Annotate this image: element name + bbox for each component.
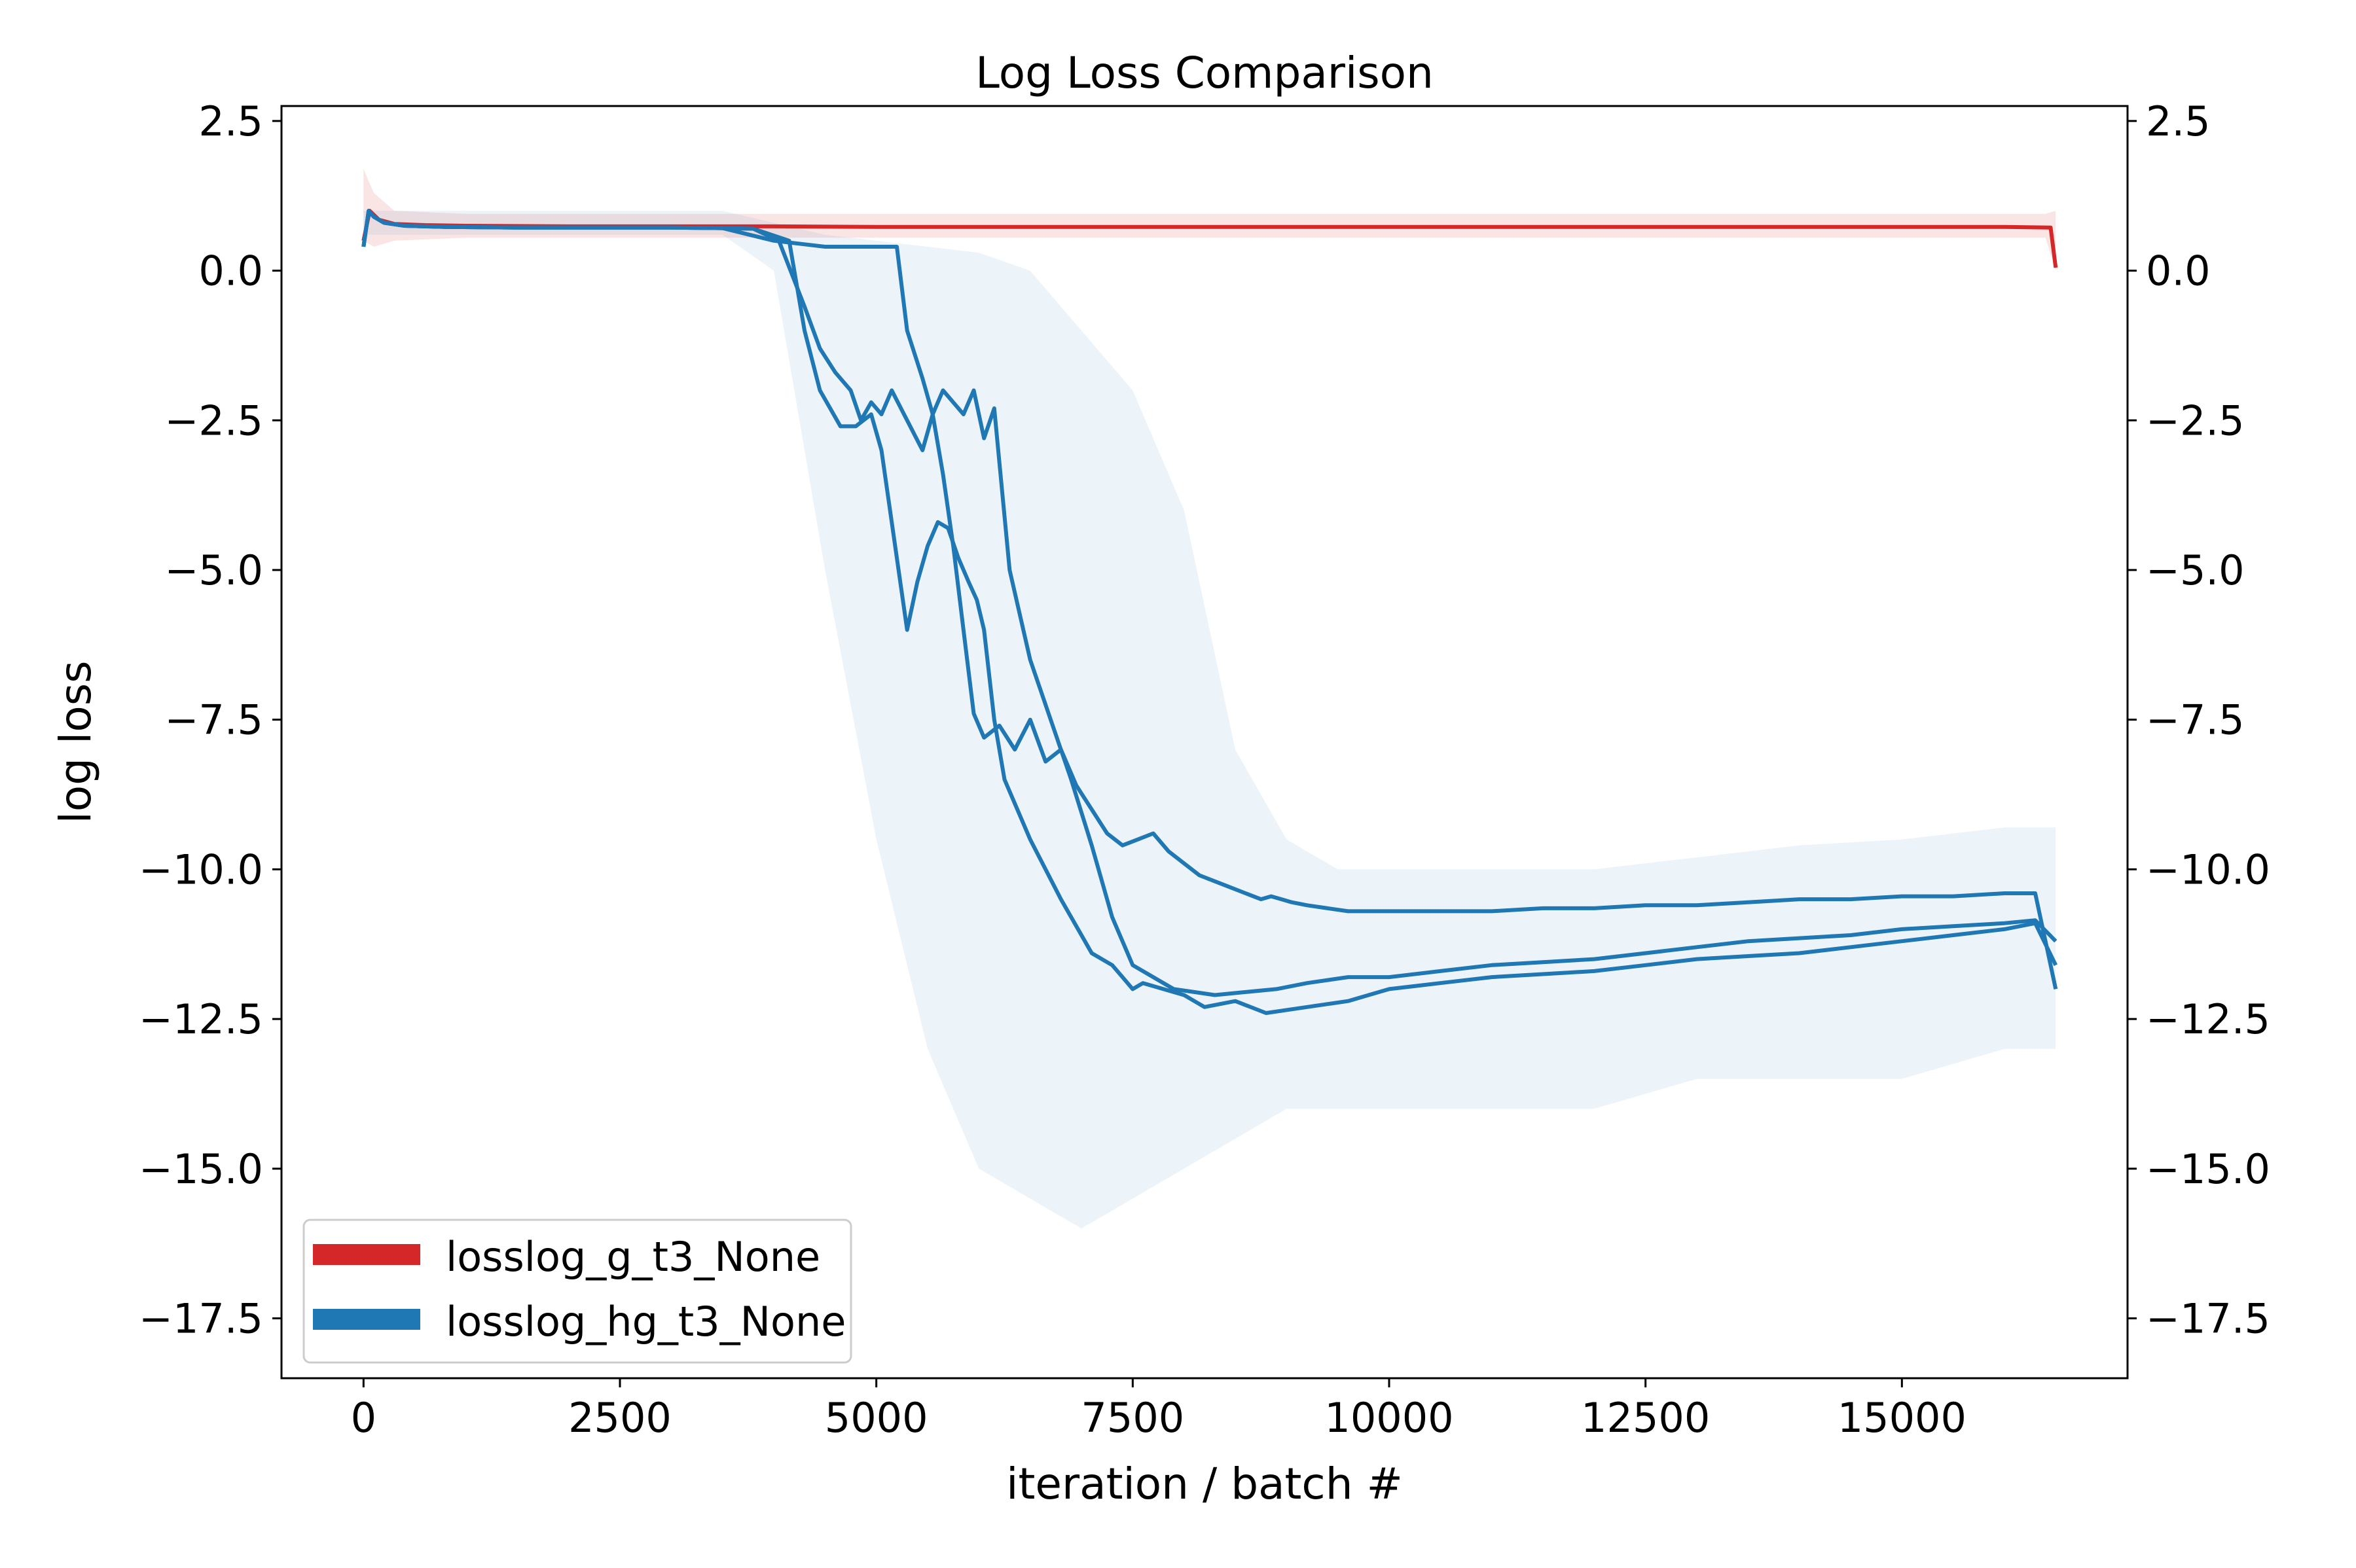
legend: losslog_g_t3_None losslog_hg_t3_None [302,1219,852,1364]
x-tick-label: 0 [351,1394,376,1442]
x-tick-label: 12500 [1581,1394,1710,1442]
y-tick-label-left: −5.0 [164,546,263,594]
y-tick-label-left: −10.0 [139,846,263,893]
uncertainty-bands [363,169,2056,1229]
y-tick-label-right: −2.5 [2146,397,2245,444]
y-tick-label-left: −2.5 [164,397,263,444]
x-tick-label: 10000 [1324,1394,1453,1442]
y-axis-label: log loss [50,660,101,823]
x-tick-label: 7500 [1081,1394,1184,1442]
y-tick-label-right: −10.0 [2146,846,2270,893]
y-axis-left: 2.5 0.0 −2.5 −5.0 −7.5 −10.0 −12.5 −15.0 −17.5 [139,98,281,1343]
y-tick-label-right: −7.5 [2146,696,2245,744]
y-tick-label-left: −15.0 [139,1145,263,1193]
x-tick-label: 15000 [1838,1394,1966,1442]
y-tick-label-right: −17.5 [2146,1295,2270,1343]
legend-label-g: losslog_g_t3_None [446,1233,820,1281]
series-band-2 [363,211,2056,1229]
series-2-run-2-line [361,209,2057,1015]
series-band-1 [363,169,2056,271]
x-axis-label: iteration / batch # [1006,1459,1403,1509]
y-tick-label-right: 0.0 [2146,247,2211,295]
x-tick-label: 5000 [825,1394,928,1442]
x-tick-label: 2500 [568,1394,672,1442]
y-tick-label-left: 2.5 [198,98,263,145]
y-tick-label-right: −12.5 [2146,995,2270,1043]
y-tick-label-left: 0.0 [198,247,263,295]
y-tick-label-right: −5.0 [2146,546,2245,594]
x-axis: 0 2500 5000 7500 10000 12500 15000 [351,1378,1966,1442]
series-lines [361,209,2058,1015]
legend-label-hg: losslog_hg_t3_None [446,1298,846,1345]
series-2-run-3-line [361,209,2058,990]
y-tick-label-left: −12.5 [139,995,263,1043]
y-tick-label-left: −7.5 [164,696,263,744]
y-tick-label-right: 2.5 [2146,98,2211,145]
chart-title: Log Loss Comparison [975,48,1434,98]
plot-frame [280,105,2129,1380]
y-axis-right: 2.5 0.0 −2.5 −5.0 −7.5 −10.0 −12.5 −15.0 −17.5 [2128,98,2270,1343]
legend-frame [302,1219,852,1364]
y-tick-label-left: −17.5 [139,1295,263,1343]
y-tick-label-right: −15.0 [2146,1145,2270,1193]
